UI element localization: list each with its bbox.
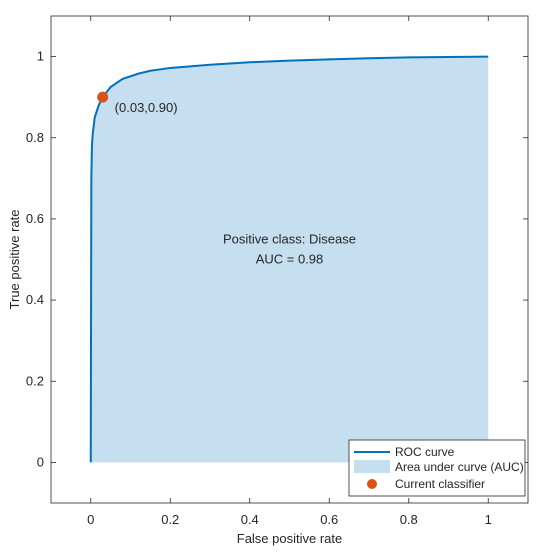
x-tick-label: 0.8 [400,512,418,527]
legend: ROC curve Area under curve (AUC) Current… [348,439,526,497]
y-axis-label: True positive rate [7,210,22,310]
roc-curve-layer [89,55,489,463]
annotations-layer: (0.03,0.90) Positive class: Disease AUC … [115,100,356,266]
y-tick-label: 0.4 [26,292,44,307]
roc-curve-line [89,55,489,463]
legend-label-roc: ROC curve [395,445,455,459]
y-tick-label: 0 [37,454,44,469]
x-tick-label: 0.6 [320,512,338,527]
y-tick-label: 0.2 [26,373,44,388]
x-axis-label: False positive rate [237,531,343,546]
point-label: (0.03,0.90) [115,100,178,115]
current-classifier-point [97,91,109,103]
positive-class-label: Positive class: Disease [223,231,356,246]
classifier-point-layer [97,91,109,103]
legend-label-classifier: Current classifier [395,477,485,491]
auc-area [90,56,489,463]
x-tick-label: 0.4 [241,512,259,527]
y-tick-label: 0.8 [26,130,44,145]
auc-area-layer [90,56,489,463]
auc-label: AUC = 0.98 [256,252,324,267]
legend-label-auc: Area under curve (AUC) [395,460,524,474]
y-tick-label: 0.6 [26,211,44,226]
x-tick-label: 0.2 [161,512,179,527]
axis-ticks: 0 0.2 0.4 0.6 0.8 1 0 0.2 0.4 0.6 0.8 1 [26,16,528,527]
legend-area-swatch [354,460,390,473]
x-tick-label: 0 [87,512,94,527]
y-tick-label: 1 [37,49,44,64]
x-tick-label: 1 [485,512,492,527]
legend-point-swatch [367,479,377,489]
